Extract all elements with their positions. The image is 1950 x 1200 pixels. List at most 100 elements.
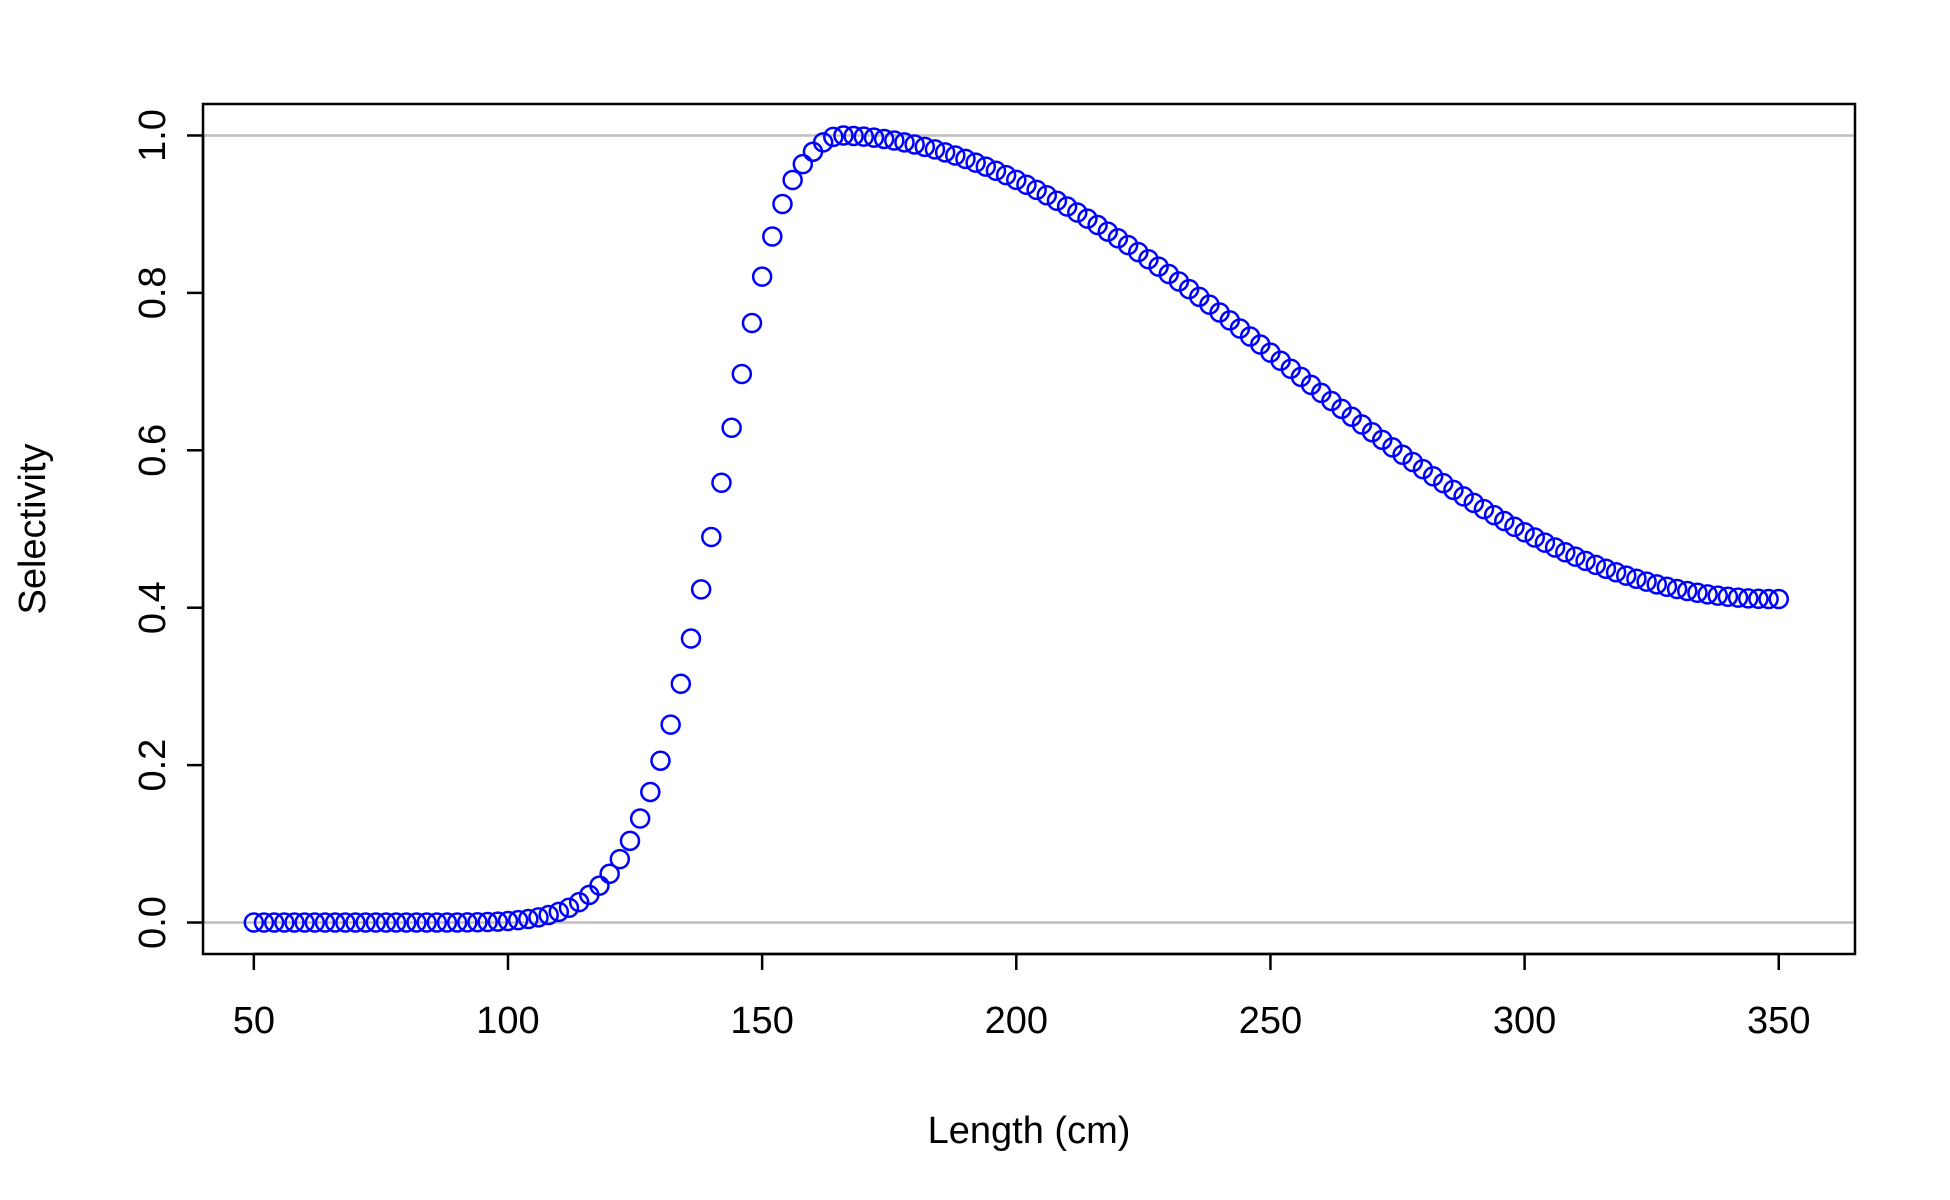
data-point [772,193,793,215]
data-point [1524,527,1546,548]
data-point [1361,421,1383,443]
data-point [1148,256,1169,277]
data-point [904,134,925,155]
x-tick-label: 350 [1747,1000,1810,1042]
y-tick-label: 1.0 [132,109,174,162]
data-point [629,808,651,829]
data-point [1626,568,1647,589]
data-point [1097,221,1119,242]
data-point [1026,179,1047,201]
data-point [457,912,478,933]
data-point [1402,451,1424,473]
y-axis: 0.0 0.2 0.4 0.6 0.8 1.0 [132,109,205,949]
y-tick-label: 0.4 [132,581,174,634]
data-point [955,148,976,170]
data-point [619,830,641,852]
data-point [1382,437,1403,458]
data-point [1372,429,1393,451]
y-tick-label: 0.0 [132,896,174,949]
data-point [1158,263,1180,285]
data-point [670,673,692,695]
data-point [1443,479,1464,501]
data-point [243,912,265,933]
data-point [599,863,620,885]
data-point [1077,208,1098,229]
data-point [385,912,407,933]
data-point [863,127,885,148]
x-axis-title: Length (cm) [928,1110,1131,1152]
data-point [1016,174,1037,195]
x-axis: 50 100 150 200 250 300 350 [233,952,1810,1042]
data-point [274,912,295,933]
data-point [1473,498,1495,520]
data-point [314,912,336,933]
data-point [324,912,346,933]
data-point [1656,576,1678,598]
data-point [751,266,773,287]
data-point [558,897,580,918]
data-point [792,153,814,175]
data-point [833,125,854,146]
data-point [660,714,681,735]
data-point [884,130,905,151]
y-tick-label: 0.6 [132,424,174,477]
x-tick-label: 50 [233,1000,275,1042]
data-point [985,160,1007,181]
y-tick-label: 0.8 [132,266,174,319]
data-point [1504,516,1525,537]
data-point [1453,486,1474,507]
data-point [873,128,895,150]
y-axis-title: Selectivity [12,443,54,614]
data-point [436,912,458,933]
data-point [1748,588,1769,610]
data-point [1666,578,1688,600]
data-point [528,907,549,928]
data-point [1575,550,1596,572]
data-point [812,132,834,153]
data-point [1392,444,1413,466]
data-point [965,152,986,173]
x-tick-label: 100 [476,1000,539,1042]
data-point [1605,562,1627,583]
data-point [1006,169,1027,191]
data-point [1463,492,1485,514]
data-point [853,126,875,147]
data-point [731,363,753,385]
data-point [1433,472,1454,494]
data-point [690,579,712,600]
data-point [914,136,936,158]
data-point [497,910,519,932]
data-point [1595,558,1617,579]
data-point [375,912,397,933]
data-point [1128,241,1149,263]
data-point [894,132,915,153]
data-point [426,912,448,933]
data-points [243,125,1790,933]
data-point [1636,571,1657,592]
data-point [1677,580,1698,602]
data-point [406,912,427,933]
data-point [263,912,285,933]
data-point [640,781,661,803]
data-point [1117,234,1139,256]
data-point [355,912,376,933]
data-point [1707,585,1729,606]
data-point [446,912,468,933]
data-point [416,912,437,933]
data-point [762,226,783,247]
data-point [1036,184,1058,206]
data-point [1717,586,1739,608]
data-point [538,904,559,926]
data-point [741,312,763,334]
data-point [1087,214,1108,236]
data-point [782,169,803,191]
data-point [365,912,387,933]
data-point [487,911,509,932]
data-point [345,912,366,933]
data-point [1646,574,1668,595]
x-tick-label: 300 [1493,1000,1556,1042]
data-point [1687,582,1708,603]
data-point [335,912,356,933]
